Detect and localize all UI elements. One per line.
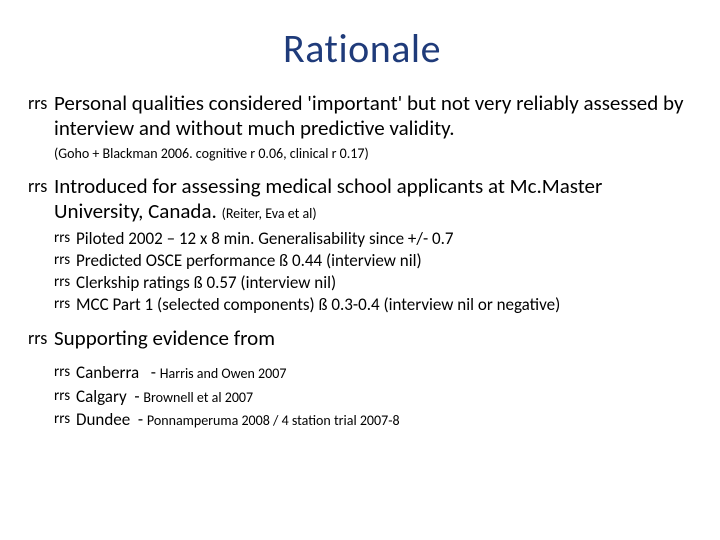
citation-reiter-eva: (Reiter, Eva et al) [222,205,317,222]
bullet-list-level1: Personal qualities considered 'important… [28,91,696,141]
bullet-list-level1: Introduced for assessing medical school … [28,174,696,224]
sub-clerkship: Clerkship ratings ß 0.57 (interview nil) [54,272,696,294]
bullet-personal-qualities: Personal qualities considered 'important… [28,91,696,141]
place-name: Calgary [76,386,127,407]
citation-goho-blackman: (Goho + Blackman 2006. cognitive r 0.06,… [28,145,696,163]
sub-canberra: Canberra - Harris and Owen 2007 [54,361,696,385]
source-text: Brownell et al 2007 [143,389,253,406]
slide-title: Rationale [28,24,696,73]
bullet-supporting-evidence: Supporting evidence from [28,326,696,351]
sub-mcc: MCC Part 1 (selected components) ß 0.3-0… [54,294,696,316]
slide: { "title": "Rationale", "b1": { "text": … [0,0,720,540]
bullet-list-level2: Canberra - Harris and Owen 2007 Calgary … [28,361,696,432]
bullet-text: Introduced for assessing medical school … [54,173,602,224]
sub-calgary: Calgary - Brownell et al 2007 [54,385,696,409]
bullet-text: Supporting evidence from [54,325,275,351]
bullet-text: Personal qualities considered 'important… [54,90,683,141]
place-name: Dundee [76,409,130,430]
source-text: Ponnamperuma 2008 / 4 station trial 2007… [147,412,400,429]
sub-dundee: Dundee - Ponnamperuma 2008 / 4 station t… [54,408,696,432]
bullet-list-level1: Supporting evidence from [28,326,696,351]
sub-piloted: Piloted 2002 – 12 x 8 min. Generalisabil… [54,228,696,250]
bullet-list-level2: Piloted 2002 – 12 x 8 min. Generalisabil… [28,228,696,316]
bullet-mcmaster: Introduced for assessing medical school … [28,174,696,224]
sub-osce: Predicted OSCE performance ß 0.44 (inter… [54,250,696,272]
source-text: Harris and Owen 2007 [160,365,287,382]
place-name: Canberra [76,362,139,383]
